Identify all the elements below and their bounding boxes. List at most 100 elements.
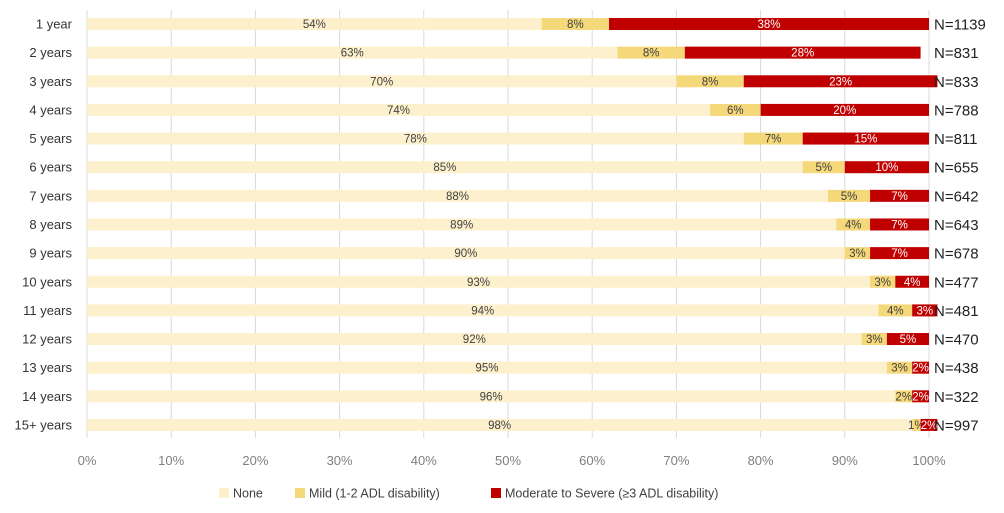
category-label: 2 years: [29, 45, 72, 60]
bar-segment: [609, 18, 929, 30]
sample-size-label: N=997: [934, 417, 979, 434]
bar-segment: [912, 304, 938, 317]
bar-segment: [886, 333, 929, 346]
data-label: 3%: [891, 363, 908, 375]
legend-swatch: [219, 488, 229, 498]
bar-segment: [617, 46, 685, 59]
data-label: 6%: [727, 105, 744, 117]
bar-segment: [895, 275, 929, 288]
data-label: 95%: [475, 363, 498, 375]
legend-label: Mild (1-2 ADL disability): [309, 487, 440, 501]
sample-size-label: N=655: [934, 160, 979, 177]
category-label: 8 years: [29, 217, 72, 232]
data-label: 3%: [916, 305, 933, 317]
sample-size-label: N=678: [934, 246, 979, 263]
bar-segment: [920, 418, 938, 431]
legend-swatch: [295, 488, 305, 498]
category-label: 9 years: [29, 246, 72, 261]
x-tick-label: 70%: [663, 453, 689, 468]
data-label: 2%: [895, 391, 912, 403]
data-label: 89%: [450, 219, 473, 231]
sample-size-label: N=811: [934, 131, 978, 148]
data-label: 7%: [891, 191, 908, 203]
category-label: 15+ years: [15, 417, 73, 432]
data-label: 23%: [829, 76, 852, 88]
bar-segment: [87, 333, 862, 346]
x-tick-label: 40%: [411, 453, 437, 468]
x-tick-label: 60%: [579, 453, 605, 468]
bar-segment: [87, 75, 677, 88]
data-label: 4%: [887, 305, 904, 317]
bar-segment: [87, 390, 896, 403]
bar-segment: [87, 161, 803, 174]
data-label: 5%: [841, 191, 858, 203]
data-label: 7%: [891, 248, 908, 260]
x-axis-ticks: 0% 10% 20% 30% 40% 50% 60% 70% 80% 90% 100%: [78, 453, 946, 468]
bar-segment: [87, 132, 744, 145]
x-tick-label: 20%: [242, 453, 268, 468]
bar-segment: [844, 247, 871, 260]
bar-segment: [886, 361, 913, 374]
data-label: 4%: [845, 219, 862, 231]
bar-segment: [541, 18, 610, 30]
bar-segment: [87, 18, 542, 30]
bar-segment: [87, 103, 711, 116]
bar-segment: [87, 189, 828, 202]
category-label: 5 years: [29, 131, 72, 146]
category-label: 13 years: [22, 360, 72, 375]
data-label: 8%: [567, 19, 584, 31]
data-label: 7%: [891, 219, 908, 231]
bar-segment: [870, 275, 896, 288]
data-label: 8%: [643, 48, 660, 60]
sample-size-label: N=788: [934, 102, 979, 119]
category-label: 10 years: [22, 274, 72, 289]
sample-size-label: N=470: [934, 332, 979, 349]
data-label: 63%: [341, 48, 364, 60]
data-label: 98%: [488, 420, 511, 432]
bar-segment: [870, 218, 929, 231]
data-label: 88%: [446, 191, 469, 203]
bar-segment: [836, 218, 871, 231]
category-label: 3 years: [29, 74, 72, 89]
data-label: 85%: [433, 162, 456, 174]
bars: 54% 8% 38% 63% 8% 28% 70% 8% 23% 74% 6% 20% 78% 7% 15%…: [87, 18, 938, 432]
bar-segment: [878, 304, 913, 317]
data-label: 96%: [480, 391, 503, 403]
bar-segment: [895, 390, 913, 403]
bar-segment: [87, 46, 618, 59]
x-tick-label: 80%: [748, 453, 774, 468]
sample-size-label: N=831: [934, 45, 979, 62]
data-label: 3%: [866, 334, 883, 346]
sample-size-label: N=833: [934, 74, 979, 91]
bar-segment: [87, 218, 837, 231]
category-labels: 1 year 2 years 3 years 4 years 5 years 6 year…: [15, 17, 73, 433]
bar-segment: [743, 75, 938, 88]
data-label: 74%: [387, 105, 410, 117]
x-tick-label: 10%: [158, 453, 184, 468]
data-label: 5%: [900, 334, 917, 346]
sample-size-label: N=642: [934, 188, 979, 205]
data-label: 7%: [765, 134, 782, 146]
data-label: 38%: [758, 19, 781, 31]
sample-size-label: N=438: [934, 360, 979, 377]
sample-size-label: N=643: [934, 217, 979, 234]
x-tick-label: 0%: [78, 453, 97, 468]
bar-segment: [684, 46, 921, 59]
bar-segment: [844, 161, 929, 174]
bar-segment: [676, 75, 744, 88]
category-label: 6 years: [29, 160, 72, 175]
legend-label: Moderate to Severe (≥3 ADL disability): [505, 487, 718, 501]
x-tick-label: 30%: [327, 453, 353, 468]
data-label: 90%: [454, 248, 477, 260]
x-tick-label: 90%: [832, 453, 858, 468]
category-label: 14 years: [22, 389, 72, 404]
legend-swatch: [491, 488, 501, 498]
bar-segment: [870, 247, 929, 260]
bar-segment: [760, 103, 929, 116]
data-label: 10%: [875, 162, 898, 174]
bar-segment: [912, 361, 929, 374]
bar-segment: [802, 132, 929, 145]
data-label: 5%: [815, 162, 832, 174]
category-label: 7 years: [29, 188, 72, 203]
